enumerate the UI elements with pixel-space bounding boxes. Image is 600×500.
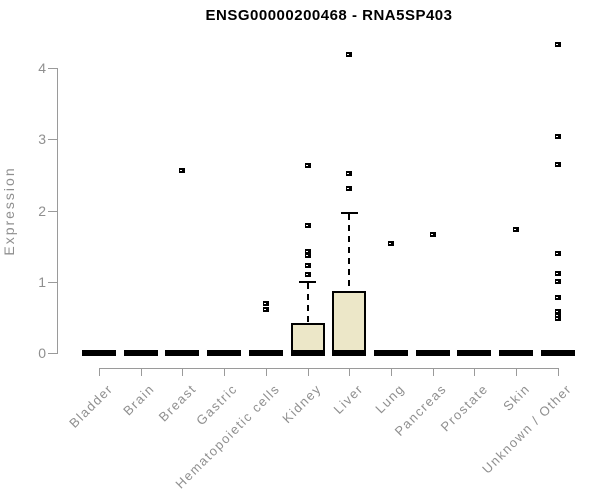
outlier-point	[554, 42, 561, 48]
x-tick	[99, 368, 100, 376]
median-line	[499, 350, 533, 356]
outlier-point	[304, 252, 311, 258]
x-tick-label: Skin	[499, 381, 533, 414]
outlier-point	[346, 186, 353, 192]
x-tick	[224, 368, 226, 376]
y-tick	[48, 281, 57, 283]
outlier-point	[304, 162, 311, 168]
x-tick	[516, 368, 517, 376]
outlier-point	[304, 249, 311, 255]
x-tick-label: Kidney	[279, 381, 325, 427]
y-tick	[48, 210, 57, 212]
outlier-point	[179, 167, 186, 173]
outlier-point	[429, 232, 436, 237]
x-tick-label: Bladder	[65, 381, 116, 431]
outlier-point	[554, 251, 561, 257]
outlier-point	[554, 312, 561, 318]
outlier-point	[554, 316, 561, 322]
outlier-point	[554, 133, 561, 139]
y-tick-label: 1	[38, 273, 46, 290]
x-tick	[140, 368, 142, 376]
x-tick-label: Lung	[372, 381, 408, 417]
x-tick	[557, 368, 559, 376]
y-tick-label: 0	[38, 345, 46, 361]
outlier-point	[304, 263, 311, 269]
outlier-point	[554, 162, 561, 168]
median-line	[123, 350, 158, 356]
whisker-cap	[299, 281, 316, 284]
y-tick-label: 3	[38, 131, 46, 148]
x-axis-line	[99, 368, 559, 369]
outlier-point	[554, 308, 561, 314]
outlier-point	[554, 294, 561, 300]
x-tick	[474, 368, 476, 376]
x-tick	[349, 368, 351, 376]
chart-title: ENSG00000200468 - RNA5SP403	[205, 7, 453, 24]
x-tick-label: Brain	[119, 381, 158, 419]
median-line	[207, 350, 242, 356]
median-line	[248, 350, 283, 356]
y-axis-line	[57, 68, 58, 354]
outlier-point	[262, 301, 269, 307]
outlier-point	[554, 271, 561, 277]
outlier-point	[262, 306, 269, 312]
outlier-point	[387, 241, 394, 247]
outlier-point	[304, 271, 311, 277]
x-tick-label: Liver	[329, 381, 366, 417]
box	[332, 291, 367, 356]
outlier-point	[346, 51, 353, 57]
outlier-point	[513, 227, 519, 233]
outlier-point	[554, 279, 561, 285]
x-tick	[390, 368, 392, 376]
x-tick	[265, 368, 267, 376]
median-line	[290, 350, 325, 356]
x-tick-label: Breast	[155, 381, 200, 425]
median-line	[540, 350, 575, 356]
outlier-point	[304, 223, 311, 229]
median-line	[373, 350, 408, 356]
x-tick	[432, 368, 434, 376]
median-line	[415, 350, 450, 356]
y-tick	[48, 139, 57, 141]
x-tick	[307, 368, 309, 376]
y-tick	[48, 353, 57, 354]
whisker	[348, 213, 351, 291]
median-line	[457, 350, 492, 356]
whisker-cap	[340, 211, 358, 214]
y-tick-label: 2	[38, 202, 46, 219]
y-tick	[48, 68, 57, 69]
median-line	[332, 350, 367, 356]
x-tick	[182, 368, 184, 376]
median-line	[165, 350, 200, 356]
whisker	[306, 283, 309, 324]
y-tick-label: 4	[38, 60, 46, 76]
median-line	[82, 350, 116, 356]
outlier-point	[346, 171, 353, 177]
